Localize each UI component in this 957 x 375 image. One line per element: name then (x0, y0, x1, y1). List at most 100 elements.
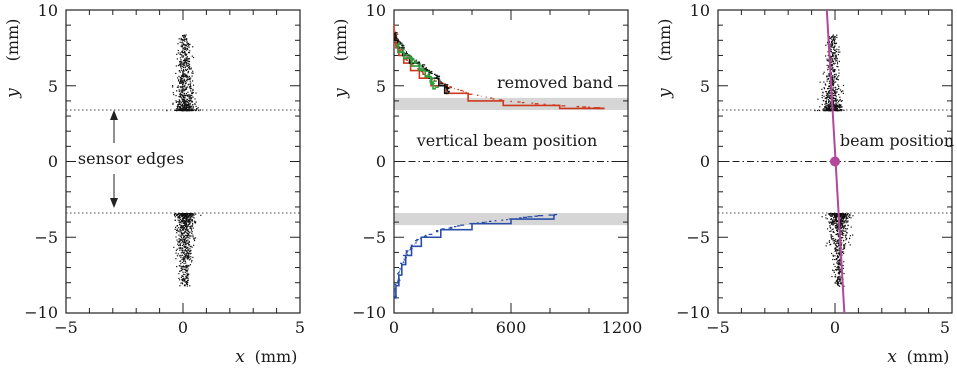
hit-point (189, 99, 192, 101)
hit-point (832, 35, 834, 37)
hit-point (831, 79, 834, 81)
hit-point (831, 81, 833, 84)
hit-point (180, 78, 182, 80)
hit-point (836, 257, 839, 259)
hit-point (839, 280, 841, 282)
hit-point (183, 95, 185, 97)
hit-point (826, 76, 828, 78)
hit-point (839, 89, 842, 91)
hit-point (187, 225, 189, 227)
hit-point (180, 101, 182, 103)
hit-point (173, 213, 176, 216)
hit-point (831, 67, 833, 69)
hit-point (184, 101, 186, 103)
hit-point (829, 108, 832, 110)
hit-point (823, 81, 825, 83)
hit-point (837, 228, 839, 230)
hit-point (190, 86, 192, 88)
hit-point (828, 240, 831, 242)
hit-point (830, 42, 833, 44)
hit-point (181, 238, 183, 240)
hit-point (834, 92, 836, 95)
hit-point (837, 246, 839, 248)
hit-point (188, 255, 190, 257)
hit-point (175, 100, 177, 102)
hit-point (177, 244, 180, 247)
hit-point (835, 104, 837, 106)
hit-point (182, 218, 185, 220)
hit-point (844, 213, 846, 215)
hit-point (188, 241, 191, 243)
x-tick-label: 600 (496, 318, 527, 337)
hit-point (833, 108, 835, 111)
hit-point (832, 70, 834, 72)
hit-point (182, 251, 184, 253)
hit-point (187, 84, 189, 86)
hit-point (185, 225, 188, 227)
hit-point (182, 68, 185, 71)
hit-point (184, 37, 186, 39)
hit-point (840, 109, 842, 111)
hit-point (182, 238, 184, 240)
hit-point (835, 258, 837, 260)
hit-point (830, 233, 832, 236)
hit-point (836, 107, 838, 110)
hit-point (184, 47, 186, 49)
hit-point (834, 255, 836, 257)
hit-point (184, 217, 186, 220)
fit-group (825, 9, 846, 314)
hit-point (189, 258, 192, 260)
hit-point (194, 221, 196, 223)
hit-point (833, 73, 836, 76)
hit-point (190, 229, 193, 231)
hit-point (185, 63, 188, 65)
hit-point (842, 213, 844, 215)
hit-point (183, 245, 185, 247)
hit-point (184, 73, 186, 75)
hit-point (817, 98, 819, 100)
y-tick-label: −10 (676, 303, 710, 322)
hit-point (183, 80, 186, 82)
hit-point (826, 228, 829, 230)
hit-point (182, 241, 185, 243)
hit-point (176, 229, 178, 232)
hit-point (180, 87, 182, 89)
hit-point (183, 243, 185, 245)
hit-point (186, 224, 188, 226)
hit-point (187, 219, 189, 222)
hit-point (831, 44, 834, 46)
hit-point (179, 78, 181, 80)
hit-point (843, 109, 845, 111)
hit-point (841, 222, 843, 224)
hit-point (833, 63, 835, 65)
hit-point (181, 99, 183, 101)
hit-point (842, 251, 844, 253)
hit-point (184, 52, 186, 54)
hit-point (834, 282, 836, 284)
hit-point (190, 249, 192, 252)
hit-point (190, 68, 192, 70)
hit-point (191, 91, 193, 93)
hit-point (185, 222, 187, 224)
hit-point (190, 85, 192, 87)
hit-point (178, 238, 180, 240)
profile-series-line (393, 25, 605, 110)
hit-point (182, 62, 184, 64)
hit-point (840, 104, 842, 106)
hit-point (836, 61, 839, 63)
hit-point (185, 266, 187, 268)
hit-point (179, 218, 181, 220)
hit-point (181, 45, 184, 47)
hit-point (177, 213, 179, 216)
hit-point (187, 220, 189, 223)
hit-point (187, 76, 189, 78)
hit-point (838, 239, 840, 241)
hit-point (833, 241, 835, 243)
hit-point (181, 51, 184, 54)
hit-point (849, 235, 851, 237)
hit-point (837, 262, 839, 265)
hit-point (183, 278, 185, 281)
hit-point (842, 228, 845, 230)
hit-point (827, 93, 829, 95)
